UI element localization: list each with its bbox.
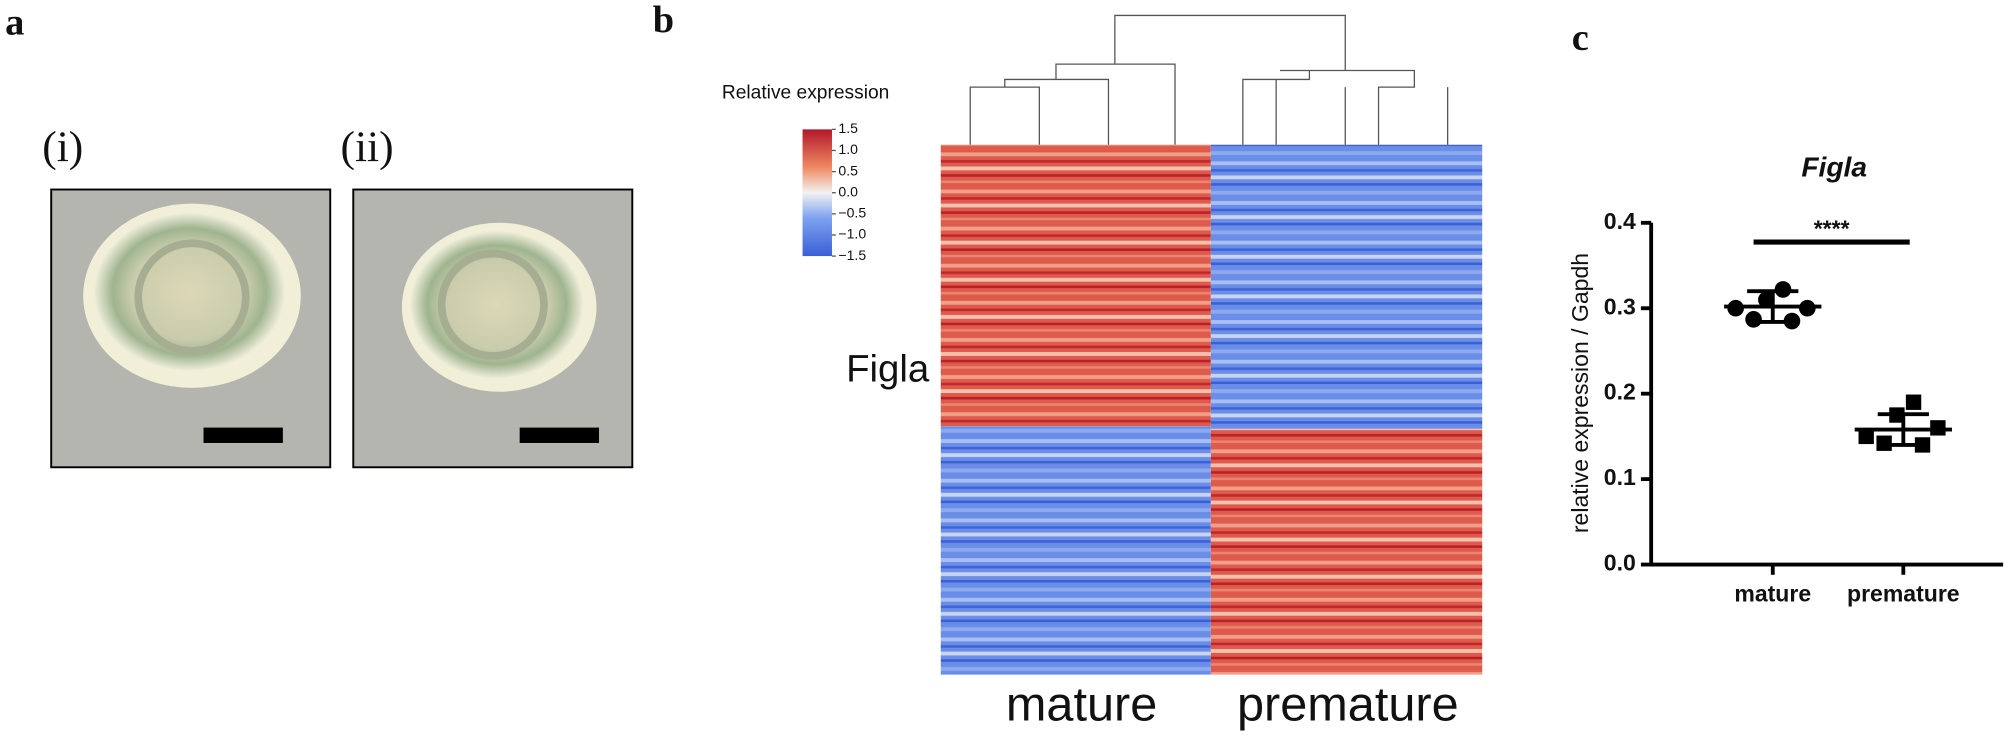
panel-label: b	[653, 0, 674, 41]
y-axis-label: relative expression / Gapdh	[1567, 253, 1593, 533]
y-tick-label: 0.1	[1604, 464, 1636, 490]
panel-label: c	[1572, 17, 1589, 59]
colorbar	[802, 129, 832, 257]
micrograph	[50, 188, 332, 469]
legend-title: Relative expression	[722, 83, 889, 104]
colorbar-tick-label: −1.5	[838, 247, 866, 263]
micrograph	[352, 188, 634, 469]
heatmap	[940, 144, 1483, 675]
group-label: premature	[1237, 678, 1459, 732]
y-tick-label: 0.2	[1604, 379, 1636, 405]
data-point	[1905, 394, 1922, 410]
colorbar-tick-label: 0.5	[838, 162, 858, 178]
group-label: mature	[1006, 678, 1157, 732]
y-tick-label: 0.4	[1604, 208, 1636, 234]
x-tick-label: premature	[1847, 580, 1960, 606]
y-tick-label: 0.0	[1604, 550, 1636, 576]
colorbar-tick-label: 0.0	[838, 183, 858, 199]
gene-label: Figla	[846, 347, 930, 390]
colorbar-tick-label: 1.5	[838, 120, 858, 136]
y-tick-label: 0.3	[1604, 293, 1636, 319]
image-label: (i)	[42, 123, 83, 171]
colorbar-tick-label: −1.0	[838, 226, 866, 242]
dendrogram	[969, 14, 1449, 145]
colorbar-tick-label: −0.5	[838, 205, 866, 221]
image-label: (ii)	[340, 123, 393, 171]
chart-title: Figla	[1801, 151, 1867, 182]
error-bar	[1877, 412, 1929, 447]
panel-label: a	[5, 1, 24, 43]
annotation: ****	[1814, 216, 1850, 242]
data-point	[1745, 311, 1762, 328]
error-bar	[1747, 289, 1799, 324]
x-tick-label: mature	[1734, 580, 1811, 606]
colorbar-tick-label: 1.0	[838, 141, 858, 157]
data-point	[1858, 428, 1874, 445]
data-point	[1758, 291, 1775, 309]
